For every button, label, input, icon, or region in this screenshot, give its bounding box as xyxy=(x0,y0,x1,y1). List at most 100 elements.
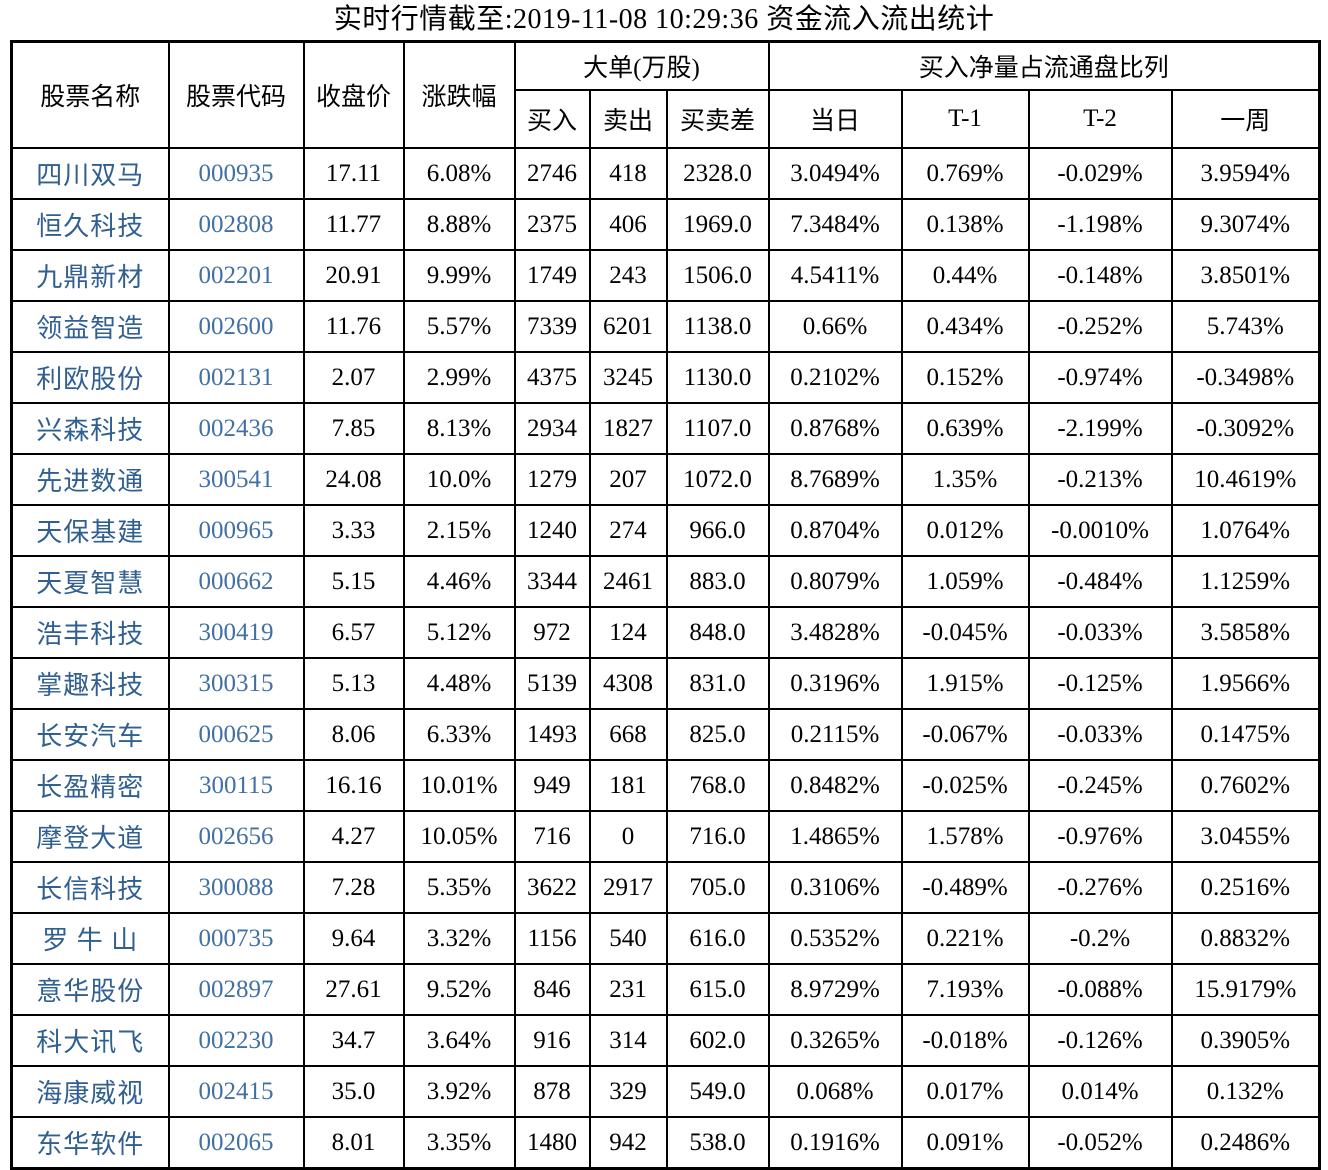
buy-cell: 972 xyxy=(513,606,591,659)
t1-ratio-cell: 0.091% xyxy=(900,1116,1030,1170)
stock-name-cell: 长安汽车 xyxy=(10,708,170,761)
close-price-cell: 5.15 xyxy=(302,555,405,608)
t1-ratio-cell: 1.059% xyxy=(900,555,1030,608)
buy-sell-diff-cell: 966.0 xyxy=(665,504,770,557)
today-ratio-cell: 0.8768% xyxy=(767,402,903,455)
today-ratio-cell: 0.8704% xyxy=(767,504,903,557)
stock-code-cell: 300115 xyxy=(167,759,305,812)
buy-cell: 2746 xyxy=(513,147,591,200)
buy-sell-diff-cell: 1969.0 xyxy=(665,198,770,251)
t2-ratio-cell: -0.052% xyxy=(1027,1116,1173,1170)
table-row: 天保基建 000965 3.33 2.15% 1240 274 966.0 0.8704% 0.… xyxy=(10,504,1321,557)
t2-ratio-cell: -0.125% xyxy=(1027,657,1173,710)
header-t-minus-1: T-1 xyxy=(900,89,1030,149)
buy-sell-diff-cell: 825.0 xyxy=(665,708,770,761)
change-pct-cell: 3.32% xyxy=(402,912,516,965)
t1-ratio-cell: 0.017% xyxy=(900,1065,1030,1118)
week-ratio-cell: 5.743% xyxy=(1170,300,1321,353)
t1-ratio-cell: 1.35% xyxy=(900,453,1030,506)
t2-ratio-cell: -0.033% xyxy=(1027,606,1173,659)
header-stock-code: 股票代码 xyxy=(167,40,305,149)
t2-ratio-cell: -0.033% xyxy=(1027,708,1173,761)
table-row: 领益智造 002600 11.76 5.57% 7339 6201 1138.0 0.66% 0… xyxy=(10,300,1321,353)
buy-sell-diff-cell: 2328.0 xyxy=(665,147,770,200)
table-row: 利欧股份 002131 2.07 2.99% 4375 3245 1130.0 0.2102%… xyxy=(10,351,1321,404)
stock-name-cell: 摩登大道 xyxy=(10,810,170,863)
sell-cell: 231 xyxy=(588,963,668,1016)
change-pct-cell: 10.0% xyxy=(402,453,516,506)
stock-code-cell: 000935 xyxy=(167,147,305,200)
change-pct-cell: 5.12% xyxy=(402,606,516,659)
week-ratio-cell: 3.9594% xyxy=(1170,147,1321,200)
table-row: 科大讯飞 002230 34.7 3.64% 916 314 602.0 0.3265% -0.… xyxy=(10,1014,1321,1067)
week-ratio-cell: 1.9566% xyxy=(1170,657,1321,710)
week-ratio-cell: 9.3074% xyxy=(1170,198,1321,251)
buy-cell: 949 xyxy=(513,759,591,812)
stock-name-cell: 兴森科技 xyxy=(10,402,170,455)
header-buy-sell-diff: 买卖差 xyxy=(665,89,770,149)
stock-code-cell: 300088 xyxy=(167,861,305,914)
t2-ratio-cell: -0.088% xyxy=(1027,963,1173,1016)
stock-code-cell: 000965 xyxy=(167,504,305,557)
t2-ratio-cell: -0.484% xyxy=(1027,555,1173,608)
table-row: 长安汽车 000625 8.06 6.33% 1493 668 825.0 0.2115% -0… xyxy=(10,708,1321,761)
stock-name-cell: 先进数通 xyxy=(10,453,170,506)
buy-cell: 3344 xyxy=(513,555,591,608)
sell-cell: 274 xyxy=(588,504,668,557)
buy-sell-diff-cell: 705.0 xyxy=(665,861,770,914)
table-row: 九鼎新材 002201 20.91 9.99% 1749 243 1506.0 4.5411%… xyxy=(10,249,1321,302)
table-row: 恒久科技 002808 11.77 8.88% 2375 406 1969.0 7.3484%… xyxy=(10,198,1321,251)
stock-code-cell: 002201 xyxy=(167,249,305,302)
stock-code-cell: 002415 xyxy=(167,1065,305,1118)
stock-code-cell: 300315 xyxy=(167,657,305,710)
today-ratio-cell: 0.2102% xyxy=(767,351,903,404)
today-ratio-cell: 3.4828% xyxy=(767,606,903,659)
table-row: 掌趣科技 300315 5.13 4.48% 5139 4308 831.0 0.3196% 1… xyxy=(10,657,1321,710)
header-group-large-orders: 大单(万股) xyxy=(513,40,770,91)
page-title: 实时行情截至:2019-11-08 10:29:36 资金流入流出统计 xyxy=(333,4,995,35)
buy-sell-diff-cell: 1130.0 xyxy=(665,351,770,404)
t1-ratio-cell: -0.018% xyxy=(900,1014,1030,1067)
buy-sell-diff-cell: 848.0 xyxy=(665,606,770,659)
change-pct-cell: 6.33% xyxy=(402,708,516,761)
close-price-cell: 24.08 xyxy=(302,453,405,506)
table-row: 天夏智慧 000662 5.15 4.46% 3344 2461 883.0 0.8079% 1… xyxy=(10,555,1321,608)
sell-cell: 314 xyxy=(588,1014,668,1067)
header-buy: 买入 xyxy=(513,89,591,149)
sell-cell: 540 xyxy=(588,912,668,965)
stock-name-cell: 罗 牛 山 xyxy=(10,912,170,965)
today-ratio-cell: 8.9729% xyxy=(767,963,903,1016)
sell-cell: 329 xyxy=(588,1065,668,1118)
sell-cell: 207 xyxy=(588,453,668,506)
t2-ratio-cell: -0.276% xyxy=(1027,861,1173,914)
stock-name-cell: 掌趣科技 xyxy=(10,657,170,710)
buy-cell: 1749 xyxy=(513,249,591,302)
today-ratio-cell: 0.8482% xyxy=(767,759,903,812)
table-row: 意华股份 002897 27.61 9.52% 846 231 615.0 8.9729% 7.… xyxy=(10,963,1321,1016)
buy-sell-diff-cell: 1072.0 xyxy=(665,453,770,506)
sell-cell: 124 xyxy=(588,606,668,659)
sell-cell: 243 xyxy=(588,249,668,302)
close-price-cell: 9.64 xyxy=(302,912,405,965)
today-ratio-cell: 7.3484% xyxy=(767,198,903,251)
stock-code-cell: 002065 xyxy=(167,1116,305,1170)
buy-sell-diff-cell: 615.0 xyxy=(665,963,770,1016)
close-price-cell: 20.91 xyxy=(302,249,405,302)
stock-name-cell: 东华软件 xyxy=(10,1116,170,1170)
table-body: 四川双马 000935 17.11 6.08% 2746 418 2328.0 3.0494%… xyxy=(10,147,1321,1170)
t2-ratio-cell: -0.976% xyxy=(1027,810,1173,863)
close-price-cell: 11.77 xyxy=(302,198,405,251)
buy-cell: 1240 xyxy=(513,504,591,557)
close-price-cell: 27.61 xyxy=(302,963,405,1016)
sell-cell: 181 xyxy=(588,759,668,812)
table-row: 罗 牛 山 000735 9.64 3.32% 1156 540 616.0 0.5352% 0… xyxy=(10,912,1321,965)
week-ratio-cell: 10.4619% xyxy=(1170,453,1321,506)
buy-sell-diff-cell: 768.0 xyxy=(665,759,770,812)
today-ratio-cell: 0.068% xyxy=(767,1065,903,1118)
buy-cell: 5139 xyxy=(513,657,591,710)
change-pct-cell: 3.35% xyxy=(402,1116,516,1170)
change-pct-cell: 8.88% xyxy=(402,198,516,251)
t1-ratio-cell: 0.639% xyxy=(900,402,1030,455)
sell-cell: 4308 xyxy=(588,657,668,710)
t1-ratio-cell: 0.138% xyxy=(900,198,1030,251)
